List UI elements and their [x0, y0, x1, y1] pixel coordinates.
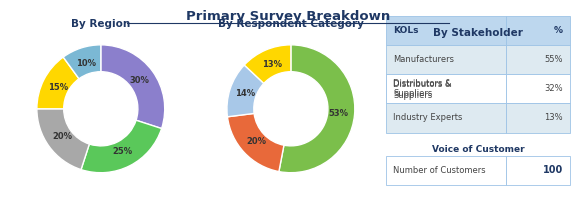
Text: Industry Experts: Industry Experts: [393, 113, 463, 123]
Wedge shape: [244, 45, 291, 83]
Text: Primary Survey Breakdown: Primary Survey Breakdown: [186, 10, 390, 23]
Wedge shape: [81, 120, 162, 173]
Text: Number of Customers: Number of Customers: [393, 166, 486, 175]
FancyBboxPatch shape: [506, 103, 570, 133]
Legend: Asia-Pacific, South America, Middle East & Africa, Europe, North America: Asia-Pacific, South America, Middle East…: [29, 220, 173, 222]
Wedge shape: [37, 109, 89, 170]
Text: KOLs: KOLs: [393, 26, 419, 35]
Text: 53%: 53%: [329, 109, 348, 118]
Text: 55%: 55%: [544, 55, 563, 64]
Wedge shape: [228, 113, 284, 172]
FancyBboxPatch shape: [386, 74, 506, 103]
Wedge shape: [63, 45, 101, 79]
Wedge shape: [279, 45, 355, 173]
Text: Suppliers: Suppliers: [393, 91, 433, 100]
FancyBboxPatch shape: [386, 45, 506, 74]
Text: 20%: 20%: [246, 137, 266, 146]
Text: Distributors &: Distributors &: [393, 80, 452, 89]
FancyBboxPatch shape: [506, 16, 570, 45]
FancyBboxPatch shape: [386, 74, 506, 103]
Text: Distributors &
Suppliers: Distributors & Suppliers: [393, 79, 452, 98]
Title: By Respondent Category: By Respondent Category: [218, 20, 364, 30]
Wedge shape: [101, 45, 165, 129]
Text: 10%: 10%: [76, 59, 96, 68]
Text: 100: 100: [543, 165, 563, 175]
Text: 13%: 13%: [544, 113, 563, 123]
Text: 15%: 15%: [48, 83, 68, 91]
Text: Manufacturers: Manufacturers: [393, 55, 454, 64]
Text: 14%: 14%: [235, 89, 255, 99]
Text: 13%: 13%: [262, 60, 282, 69]
FancyBboxPatch shape: [506, 45, 570, 74]
FancyBboxPatch shape: [506, 74, 570, 103]
FancyBboxPatch shape: [386, 103, 506, 133]
Text: 25%: 25%: [112, 147, 132, 156]
Text: Voice of Customer: Voice of Customer: [432, 145, 524, 155]
Text: %: %: [554, 26, 563, 35]
Text: 30%: 30%: [130, 76, 150, 85]
FancyBboxPatch shape: [386, 156, 506, 185]
Title: By Region: By Region: [71, 20, 130, 30]
FancyBboxPatch shape: [386, 16, 506, 45]
Text: 32%: 32%: [544, 84, 563, 93]
Text: By Stakeholder: By Stakeholder: [433, 28, 523, 38]
Text: 20%: 20%: [52, 133, 72, 141]
Wedge shape: [227, 65, 264, 117]
FancyBboxPatch shape: [506, 156, 570, 185]
Wedge shape: [37, 57, 79, 109]
